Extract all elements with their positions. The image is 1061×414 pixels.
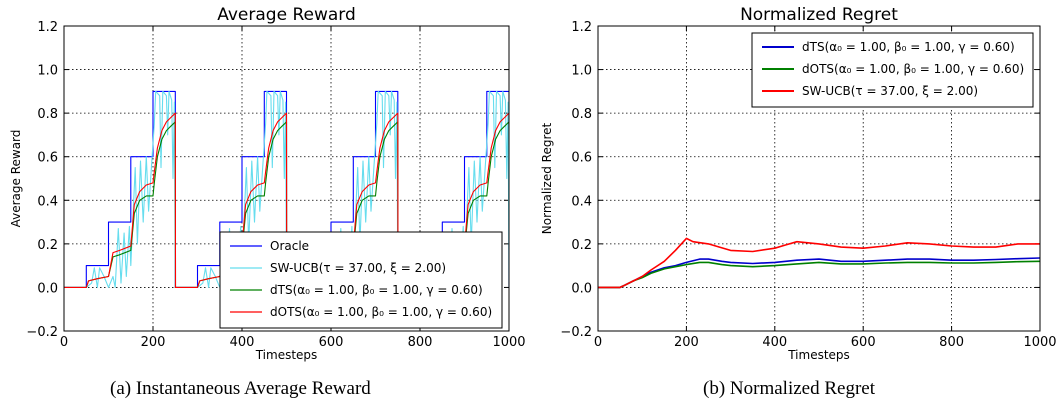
chart-normalized-regret: 0 200 400 600 800 1000 −0.2 0.0 0.2 0.4 0.6 0.8 1.0 1… [540, 5, 1057, 362]
x-tick-label: 0 [594, 335, 602, 350]
legend-box [751, 32, 1034, 108]
legend-label: dOTS(α₀ = 1.00, β₀ = 1.00, γ = 0.60) [270, 305, 492, 319]
x-tick-label: 0 [60, 335, 68, 350]
legend-label: dTS(α₀ = 1.00, β₀ = 1.00, γ = 0.60) [802, 40, 1015, 54]
caption-a: (a) Instantaneous Average Reward [110, 378, 371, 399]
chart-title: Normalized Regret [740, 5, 898, 25]
caption-b: (b) Normalized Regret [703, 378, 875, 399]
x-tick-label: 800 [408, 335, 433, 350]
series-group [598, 237, 1040, 289]
y-tick-label: 1.2 [571, 20, 592, 35]
legend-label: SW-UCB(τ = 37.00, ξ = 2.00) [802, 84, 978, 98]
y-tick-label: −0.2 [560, 325, 592, 340]
y-tick-label: 0.0 [571, 281, 592, 296]
plot-frame [597, 25, 1041, 332]
y-axis-label: Average Reward [9, 130, 23, 228]
x-tick-label: 1000 [1023, 335, 1056, 350]
x-axis-label: Timesteps [255, 348, 318, 362]
legend-label: SW-UCB(τ = 37.00, ξ = 2.00) [270, 261, 446, 275]
y-tick-label: 0.4 [37, 194, 58, 209]
y-tick-label: 1.0 [571, 64, 592, 79]
legend-label: dTS(α₀ = 1.00, β₀ = 1.00, γ = 0.60) [270, 283, 483, 297]
y-tick-label: 0.4 [571, 194, 592, 209]
x-tick-label: 1000 [492, 335, 525, 350]
x-tick-label: 800 [939, 335, 964, 350]
y-tick-label: 0.8 [571, 107, 592, 122]
y-tick-label: −0.2 [26, 325, 58, 340]
y-tick-label: 0.0 [37, 281, 58, 296]
legend-label: dOTS(α₀ = 1.00, β₀ = 1.00, γ = 0.60) [802, 62, 1024, 76]
x-tick-label: 600 [319, 335, 344, 350]
y-tick-label: 0.2 [37, 238, 58, 253]
y-tick-label: 0.6 [37, 151, 58, 166]
x-tick-label: 400 [230, 335, 255, 350]
legend-box [219, 231, 503, 329]
y-tick-label: 1.0 [37, 64, 58, 79]
y-tick-label: 0.2 [571, 238, 592, 253]
y-tick-label: 0.6 [571, 151, 592, 166]
y-tick-label: 1.2 [37, 20, 58, 35]
x-tick-label: 200 [674, 335, 699, 350]
y-tick-label: 0.8 [37, 107, 58, 122]
x-tick-label: 200 [141, 335, 166, 350]
plot-frame [63, 25, 510, 332]
legend-label: Oracle [270, 239, 309, 253]
chart-title: Average Reward [217, 5, 356, 25]
chart-average-reward: 0 200 400 600 800 1000 −0.2 0.0 0.2 0.4 0.6 0.8 1.0 1… [9, 5, 526, 362]
y-axis-label: Normalized Regret [540, 122, 554, 234]
series-line-1 [598, 260, 1040, 289]
series-line-2 [598, 237, 1040, 289]
legend: dTS(α₀ = 1.00, β₀ = 1.00, γ = 0.60) dOTS(… [751, 32, 1034, 108]
legend: Oracle SW-UCB(τ = 37.00, ξ = 2.00) dTS(α₀ … [219, 231, 503, 329]
x-axis-label: Timesteps [787, 348, 850, 362]
x-tick-label: 600 [851, 335, 876, 350]
x-tick-label: 400 [762, 335, 787, 350]
